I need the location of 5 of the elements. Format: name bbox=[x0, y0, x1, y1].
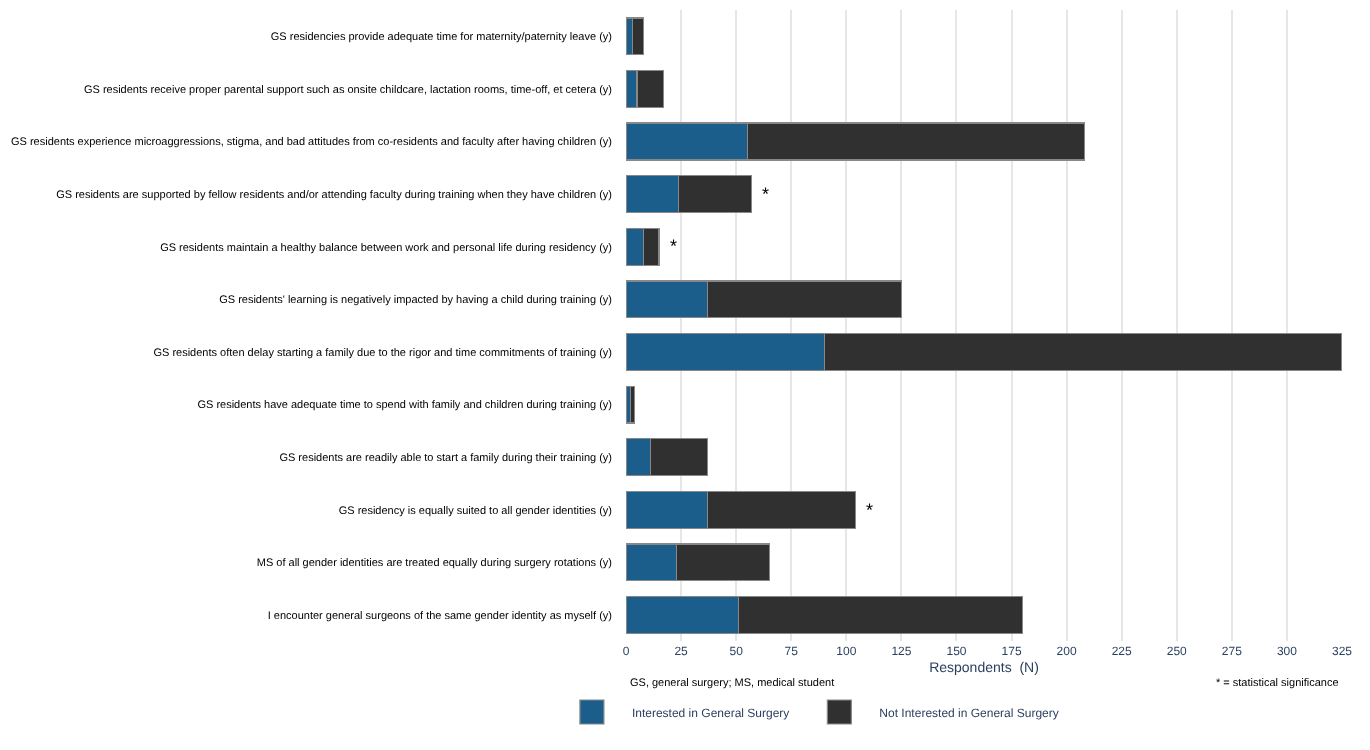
annotation: * bbox=[670, 236, 678, 256]
annotation: * bbox=[866, 500, 874, 520]
annotation: * bbox=[762, 184, 770, 204]
bar bbox=[629, 385, 636, 424]
bar bbox=[632, 17, 645, 56]
